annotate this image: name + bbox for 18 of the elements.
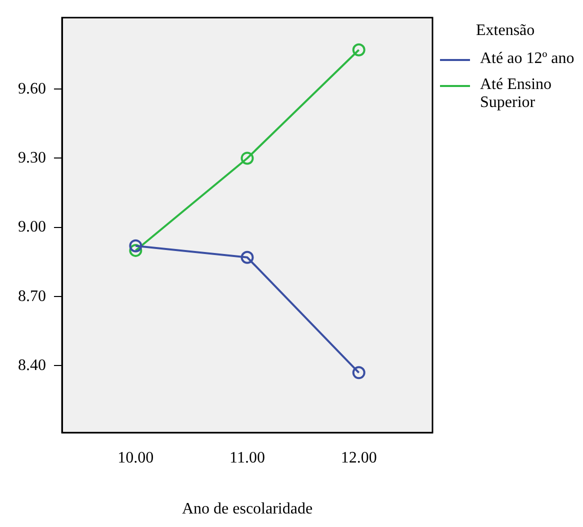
x-tick-label: 12.00 <box>340 449 377 466</box>
y-tick-label: 8.70 <box>18 288 46 305</box>
y-tick-label: 9.30 <box>18 149 46 166</box>
y-tick-label: 8.40 <box>18 356 46 374</box>
y-tick-label: 9.60 <box>18 80 46 98</box>
y-tick-label: 9.00 <box>18 218 46 236</box>
x-axis-title: Ano de escolaridade <box>182 500 313 518</box>
point <box>240 152 254 165</box>
point <box>129 244 142 257</box>
point <box>352 43 366 56</box>
point <box>240 250 254 264</box>
x-tick-label: 11.00 <box>230 449 265 466</box>
legend-title: Extensão <box>476 22 536 40</box>
point <box>129 239 142 252</box>
legend-label: Até Ensino Superior <box>480 76 553 112</box>
x-tick-label: 10.00 <box>118 449 154 466</box>
point <box>352 366 366 380</box>
legend-label: Até ao 12º ano <box>480 50 574 68</box>
